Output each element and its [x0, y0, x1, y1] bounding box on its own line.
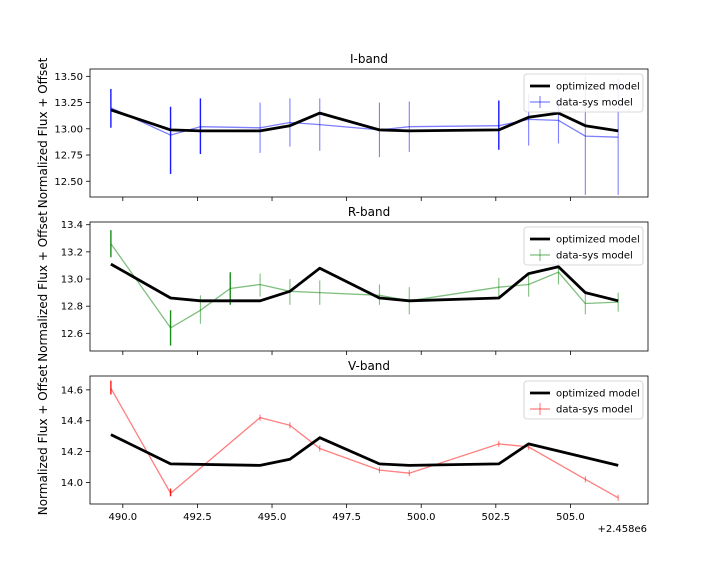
y-tick-label: 12.50 — [54, 177, 83, 188]
optimized-model-series-line — [110, 262, 619, 303]
y-tick-label: 13.2 — [61, 247, 83, 258]
y-tick-label: 13.50 — [54, 72, 83, 83]
panel-title: V-band — [348, 359, 390, 373]
y-tick-label: 13.4 — [61, 220, 83, 231]
x-tick-label: 492.5 — [183, 512, 212, 523]
y-axis-label: Normalized Flux + Offset — [36, 364, 50, 515]
legend: optimized model data-sys model — [523, 73, 644, 113]
panel-title: R-band — [348, 205, 390, 219]
legend-box — [523, 226, 644, 266]
y-tick-label: 14.6 — [61, 385, 83, 396]
y-tick-label: 14.0 — [61, 478, 83, 489]
legend-model-label: optimized model — [556, 235, 640, 246]
y-axis-label: Normalized Flux + Offset — [36, 211, 50, 362]
legend: optimized model data-sys model — [523, 226, 644, 266]
panel-r-band: R-band Normalized Flux + Offset 12.6 12.8 13… — [36, 205, 649, 362]
x-axis-offset-label: +2.458e6 — [597, 524, 647, 535]
y-axis-label: Normalized Flux + Offset — [36, 57, 50, 208]
y-tick-label: 14.2 — [61, 447, 83, 458]
panel-i-band: I-band Normalized Flux + Offset 12.50 12.75… — [36, 52, 649, 208]
panel-v-band: V-band Normalized Flux + Offset 14.0 14.2 14… — [36, 359, 649, 523]
x-tick-label: 500.0 — [407, 512, 436, 523]
y-tick-label: 12.6 — [61, 329, 83, 340]
legend-model-label: optimized model — [556, 82, 640, 93]
x-tick-label: 505.0 — [556, 512, 585, 523]
legend-data-label: data-sys model — [556, 405, 633, 416]
plot-frame — [89, 375, 649, 505]
data-sys-series-line — [110, 243, 619, 329]
y-tick-label: 13.0 — [61, 275, 83, 286]
optimized-model-series-line — [110, 433, 619, 467]
legend: optimized model data-sys model — [523, 380, 644, 420]
panel-title: I-band — [350, 52, 388, 66]
y-tick-label: 13.00 — [54, 124, 83, 135]
y-tick-label: 12.75 — [54, 151, 83, 162]
x-tick-label: 497.5 — [332, 512, 361, 523]
legend-box — [523, 380, 644, 420]
plot-frame — [89, 68, 649, 198]
legend-model-label: optimized model — [556, 389, 640, 400]
x-tick-label: 502.5 — [481, 512, 510, 523]
y-tick-label: 14.4 — [61, 416, 83, 427]
plot-frame — [89, 221, 649, 352]
y-tick-label: 12.8 — [61, 302, 83, 313]
y-tick-label: 13.25 — [54, 98, 83, 109]
data-sys-series-line — [110, 387, 619, 499]
legend-data-label: data-sys model — [556, 98, 633, 109]
x-tick-label: 495.0 — [258, 512, 287, 523]
legend-box — [523, 73, 644, 113]
optimized-model-series-line — [110, 108, 619, 133]
legend-data-label: data-sys model — [556, 251, 633, 262]
x-tick-label: 490.0 — [109, 512, 138, 523]
